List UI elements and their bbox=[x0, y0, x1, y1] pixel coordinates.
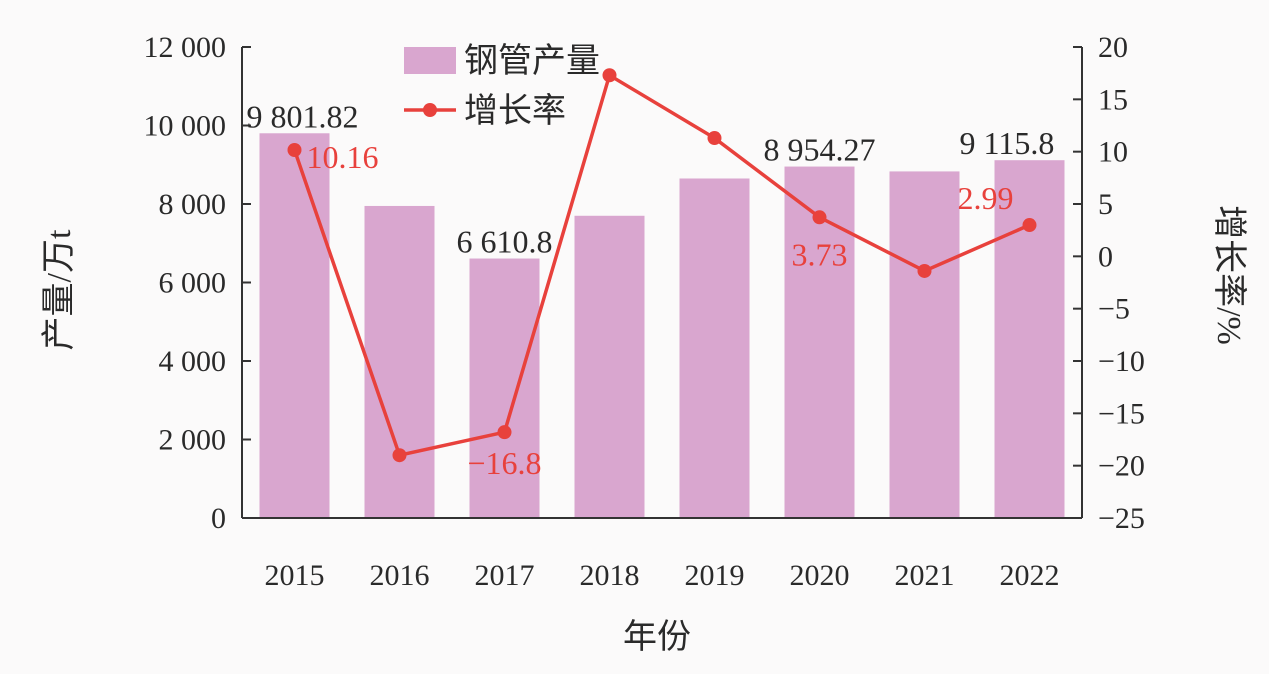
x-tick-label: 2018 bbox=[580, 559, 640, 592]
growth-value-label: 10.16 bbox=[307, 139, 379, 175]
bar-value-label: 9 115.8 bbox=[960, 125, 1055, 161]
bar-value-label: 6 610.8 bbox=[457, 224, 553, 260]
x-tick-label: 2015 bbox=[265, 559, 325, 592]
growth-point-2019 bbox=[707, 131, 722, 146]
x-axis-title: 年份 bbox=[623, 618, 691, 656]
bar-2017 bbox=[469, 258, 540, 518]
right-axis-title: 增长率/% bbox=[1210, 205, 1248, 345]
left-tick-label: 12 000 bbox=[144, 31, 227, 64]
bar-2016 bbox=[364, 205, 435, 518]
x-tick-label: 2019 bbox=[685, 559, 745, 592]
x-tick-label: 2020 bbox=[790, 559, 850, 592]
growth-point-2017 bbox=[497, 425, 512, 440]
growth-point-2016 bbox=[392, 448, 407, 463]
x-tick-label: 2022 bbox=[1000, 559, 1060, 592]
left-tick-label: 6 000 bbox=[159, 267, 227, 300]
left-tick-label: 4 000 bbox=[159, 345, 227, 378]
x-tick-label: 2021 bbox=[895, 559, 955, 592]
right-tick-label: −25 bbox=[1098, 502, 1145, 535]
right-tick-label: −15 bbox=[1098, 397, 1145, 430]
right-tick-label: 5 bbox=[1098, 188, 1113, 221]
right-tick-label: 10 bbox=[1098, 136, 1128, 169]
legend-line-label: 增长率 bbox=[464, 92, 566, 130]
right-tick-label: 0 bbox=[1098, 240, 1113, 273]
x-tick-label: 2016 bbox=[370, 559, 430, 592]
bar-2018 bbox=[574, 215, 645, 518]
x-tick-label: 2017 bbox=[475, 559, 535, 592]
legend-bar-swatch bbox=[404, 47, 456, 74]
right-tick-label: −20 bbox=[1098, 450, 1145, 483]
bar-2019 bbox=[679, 178, 750, 519]
left-tick-label: 8 000 bbox=[159, 188, 227, 221]
right-tick-label: 20 bbox=[1098, 31, 1128, 64]
right-tick-label: −5 bbox=[1098, 293, 1130, 326]
legend-line-marker bbox=[423, 103, 437, 117]
left-tick-label: 2 000 bbox=[159, 424, 227, 457]
growth-point-2020 bbox=[812, 210, 827, 225]
bar-2021 bbox=[889, 171, 960, 519]
right-tick-label: 15 bbox=[1098, 83, 1128, 116]
left-tick-label: 0 bbox=[211, 502, 226, 535]
left-axis-title: 产量/万t bbox=[40, 229, 78, 350]
growth-rate-line bbox=[292, 72, 1031, 458]
growth-value-label: 2.99 bbox=[958, 180, 1014, 216]
growth-point-2015 bbox=[287, 142, 302, 157]
growth-value-label: −16.8 bbox=[467, 445, 541, 481]
growth-value-label: 3.73 bbox=[792, 236, 848, 272]
axes: 0 2 000 4 000 6 000 8 000 10 000 12 000 −25 −20 −… bbox=[40, 31, 1248, 656]
bar-2015 bbox=[259, 133, 330, 518]
bar-2020 bbox=[784, 166, 855, 518]
growth-point-2018 bbox=[602, 68, 617, 83]
right-tick-label: −10 bbox=[1098, 345, 1145, 378]
line-series bbox=[287, 68, 1037, 463]
growth-point-2022 bbox=[1022, 218, 1037, 233]
bar-value-label: 8 954.27 bbox=[764, 132, 876, 168]
bar-value-label: 9 801.82 bbox=[247, 98, 359, 134]
bar-series bbox=[259, 133, 1065, 519]
left-tick-label: 10 000 bbox=[144, 110, 227, 143]
legend-bar-label: 钢管产量 bbox=[464, 42, 600, 80]
growth-point-2021 bbox=[917, 263, 932, 278]
data-labels: 9 801.82 6 610.8 8 954.27 9 115.8 10.16 −16.8… bbox=[247, 98, 1055, 481]
